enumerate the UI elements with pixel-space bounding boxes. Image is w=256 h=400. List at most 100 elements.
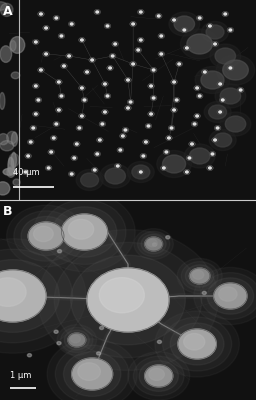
Circle shape [122,127,129,133]
Circle shape [184,45,190,51]
Circle shape [186,47,188,49]
Circle shape [0,278,26,306]
Circle shape [35,85,37,87]
Circle shape [60,35,63,37]
Circle shape [209,105,227,119]
Circle shape [148,111,154,117]
Circle shape [191,143,193,145]
Circle shape [194,85,200,91]
Circle shape [27,354,31,357]
Circle shape [43,51,49,57]
Circle shape [196,15,203,20]
Circle shape [94,151,101,157]
Circle shape [106,95,109,97]
Text: 40 μm: 40 μm [13,168,39,177]
Circle shape [33,111,39,117]
Circle shape [102,109,108,115]
Circle shape [107,65,113,70]
Circle shape [134,228,173,260]
Ellipse shape [8,157,14,174]
Circle shape [99,278,144,313]
Circle shape [124,129,127,131]
Circle shape [57,325,97,356]
Circle shape [185,265,214,287]
Circle shape [81,173,99,187]
Circle shape [181,262,218,290]
Circle shape [181,27,188,33]
Circle shape [158,33,165,39]
Circle shape [30,125,37,130]
Circle shape [102,81,108,87]
Text: B: B [3,205,12,218]
Circle shape [45,53,47,55]
Circle shape [120,133,126,139]
Circle shape [87,268,169,332]
Circle shape [145,365,173,387]
Circle shape [214,43,216,45]
Circle shape [91,167,98,173]
Circle shape [100,164,131,188]
Circle shape [84,69,90,74]
Circle shape [109,67,111,69]
Circle shape [130,61,136,67]
Circle shape [161,166,167,170]
Circle shape [112,41,119,47]
Circle shape [54,242,202,358]
Circle shape [201,69,208,74]
Circle shape [186,155,193,161]
Circle shape [40,13,42,15]
Circle shape [201,71,224,89]
Ellipse shape [13,179,20,186]
Ellipse shape [0,92,5,110]
Ellipse shape [11,152,16,168]
Circle shape [215,84,246,108]
Circle shape [127,162,154,182]
Circle shape [219,83,221,85]
Ellipse shape [10,37,25,53]
Circle shape [45,27,47,29]
Circle shape [140,39,142,41]
Ellipse shape [11,72,20,79]
Circle shape [117,148,124,152]
Circle shape [70,173,73,175]
Circle shape [173,81,175,83]
Circle shape [66,53,72,59]
Circle shape [27,139,34,145]
Circle shape [175,99,178,101]
Circle shape [68,55,70,57]
Circle shape [38,11,44,17]
Circle shape [166,236,170,239]
Circle shape [184,144,215,168]
Circle shape [209,25,211,27]
Circle shape [211,153,214,155]
Circle shape [158,51,165,57]
Circle shape [133,356,184,396]
Circle shape [176,61,183,67]
Circle shape [53,15,60,20]
Circle shape [33,83,39,89]
Circle shape [140,11,142,13]
Circle shape [127,99,134,105]
Circle shape [116,165,119,167]
Circle shape [68,171,75,177]
Circle shape [189,141,195,147]
Circle shape [81,39,83,41]
Ellipse shape [0,2,7,10]
Ellipse shape [3,168,16,175]
Circle shape [137,49,140,51]
Circle shape [57,342,61,345]
Circle shape [28,222,64,250]
Circle shape [221,99,224,101]
Circle shape [225,116,246,132]
Ellipse shape [1,3,13,16]
Circle shape [64,330,89,350]
Circle shape [207,166,213,170]
Circle shape [27,155,29,157]
Circle shape [216,127,219,129]
Circle shape [227,27,234,33]
Circle shape [163,317,232,371]
Text: 1 μm: 1 μm [10,371,31,380]
Circle shape [155,13,162,18]
Circle shape [68,333,86,347]
Circle shape [193,123,196,125]
